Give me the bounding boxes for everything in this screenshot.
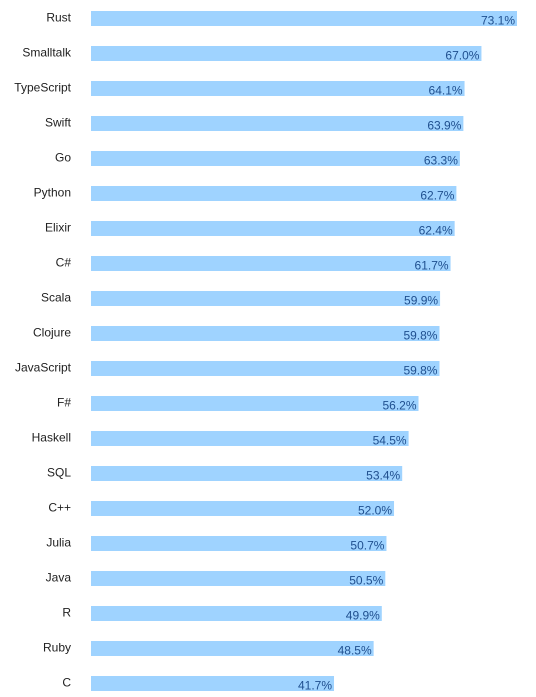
category-label: Java xyxy=(46,571,72,585)
data-label: 64.1% xyxy=(429,84,463,98)
data-label: 63.3% xyxy=(424,154,458,168)
category-label: Swift xyxy=(45,116,72,130)
data-label: 63.9% xyxy=(427,119,461,133)
plot-area: Rust 73.1% Smalltalk 67.0% TypeScript 64.1% Sw… xyxy=(14,11,517,693)
category-label: Python xyxy=(34,186,71,200)
category-label: C++ xyxy=(48,501,71,515)
bar-java xyxy=(91,571,386,586)
data-label: 53.4% xyxy=(366,469,400,483)
data-label: 56.2% xyxy=(382,399,416,413)
category-label: SQL xyxy=(47,466,71,480)
category-label: F# xyxy=(57,396,71,410)
data-label: 50.5% xyxy=(349,574,383,588)
category-label: C# xyxy=(56,256,72,270)
bar-typescript xyxy=(91,81,465,96)
category-label: C xyxy=(62,676,71,690)
data-label: 41.7% xyxy=(298,679,332,693)
bar-sql xyxy=(91,466,403,481)
category-label: JavaScript xyxy=(15,361,72,375)
bar-r xyxy=(91,606,382,621)
data-label: 62.4% xyxy=(419,224,453,238)
data-label: 61.7% xyxy=(415,259,449,273)
bar-elixir xyxy=(91,221,455,236)
data-label: 73.1% xyxy=(481,14,515,28)
bar-rust xyxy=(91,11,517,26)
data-label: 50.7% xyxy=(350,539,384,553)
data-label: 49.9% xyxy=(346,609,380,623)
bar-julia xyxy=(91,536,387,551)
bar-clojure xyxy=(91,326,440,341)
bar-ruby xyxy=(91,641,374,656)
bar-swift xyxy=(91,116,464,131)
category-label: Elixir xyxy=(45,221,71,235)
category-label: Ruby xyxy=(43,641,71,655)
data-label: 62.7% xyxy=(420,189,454,203)
bar-c- xyxy=(91,501,395,516)
category-label: Rust xyxy=(46,11,71,25)
bar-go xyxy=(91,151,460,166)
category-label: R xyxy=(62,606,71,620)
bar-javascript xyxy=(91,361,440,376)
category-label: TypeScript xyxy=(14,81,71,95)
bar-smalltalk xyxy=(91,46,482,61)
data-label: 59.8% xyxy=(403,329,437,343)
data-label: 54.5% xyxy=(373,434,407,448)
bar-f- xyxy=(91,396,419,411)
data-label: 59.9% xyxy=(404,294,438,308)
bar-haskell xyxy=(91,431,409,446)
bar-python xyxy=(91,186,457,201)
category-label: Scala xyxy=(41,291,71,305)
category-label: Clojure xyxy=(33,326,71,340)
bar-scala xyxy=(91,291,441,306)
data-label: 59.8% xyxy=(403,364,437,378)
data-label: 48.5% xyxy=(338,644,372,658)
category-label: Julia xyxy=(46,536,71,550)
bar-c xyxy=(91,676,335,691)
category-label: Haskell xyxy=(32,431,71,445)
bar-c- xyxy=(91,256,451,271)
category-label: Smalltalk xyxy=(22,46,72,60)
data-label: 67.0% xyxy=(445,49,479,63)
category-label: Go xyxy=(55,151,71,165)
data-label: 52.0% xyxy=(358,504,392,518)
